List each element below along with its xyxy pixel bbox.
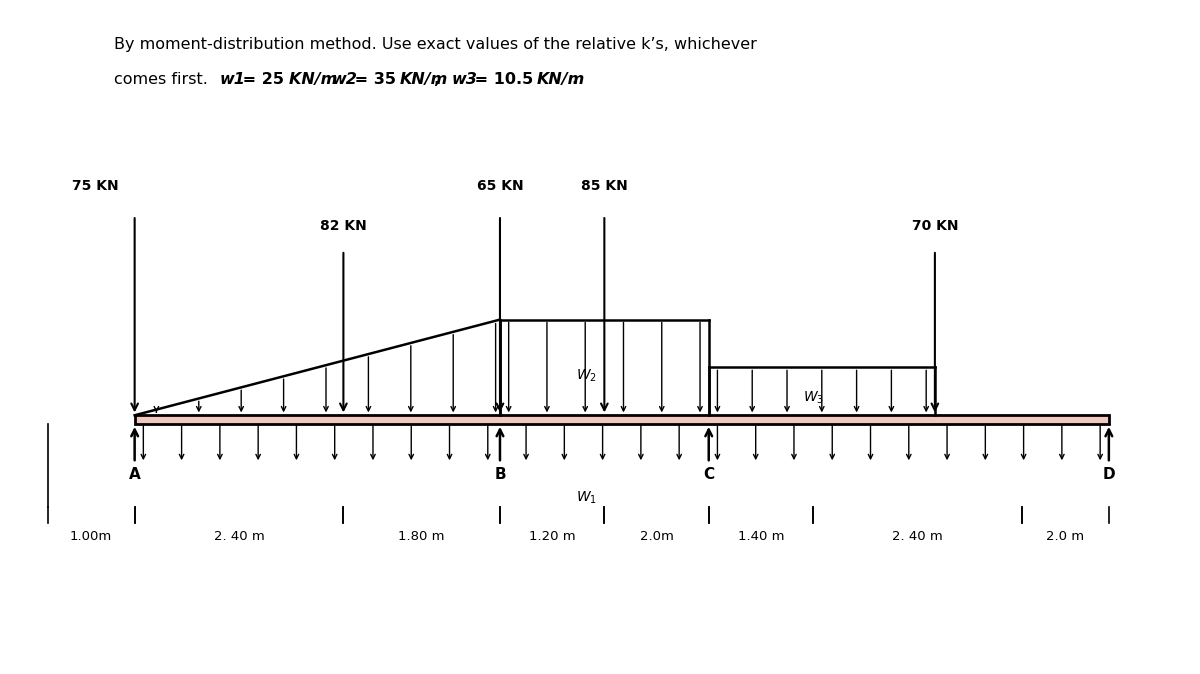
Text: 2.0m: 2.0m — [640, 530, 673, 543]
Text: $W_2$: $W_2$ — [576, 368, 598, 384]
Text: = 10.5: = 10.5 — [468, 72, 539, 87]
Text: comes first.: comes first. — [114, 72, 214, 87]
Text: w3: w3 — [451, 72, 478, 87]
Text: KN/m: KN/m — [400, 72, 449, 87]
Bar — [134, 415, 1109, 424]
Text: $W_3$: $W_3$ — [803, 390, 823, 406]
Text: 70 KN: 70 KN — [912, 218, 958, 233]
Text: KN/m: KN/m — [538, 72, 586, 87]
Text: By moment-distribution method. Use exact values of the relative k’s, whichever: By moment-distribution method. Use exact… — [114, 37, 757, 52]
Text: 1.40 m: 1.40 m — [738, 530, 784, 543]
Text: 2. 40 m: 2. 40 m — [892, 530, 943, 543]
Text: = 35: = 35 — [348, 72, 401, 87]
Text: C: C — [703, 468, 714, 483]
Text: = 25: = 25 — [238, 72, 290, 87]
Text: A: A — [128, 468, 140, 483]
Text: $W_1$: $W_1$ — [576, 489, 598, 506]
Text: 65 KN: 65 KN — [476, 179, 523, 193]
Text: 1.00m: 1.00m — [70, 530, 113, 543]
Text: KN/m: KN/m — [289, 72, 342, 87]
Text: 2.0 m: 2.0 m — [1046, 530, 1085, 543]
Text: w2: w2 — [331, 72, 358, 87]
Text: .: . — [571, 72, 577, 87]
Text: w1: w1 — [220, 72, 246, 87]
Text: B: B — [494, 468, 505, 483]
Text: 82 KN: 82 KN — [320, 218, 367, 233]
Text: 75 KN: 75 KN — [72, 179, 119, 193]
Text: 1.80 m: 1.80 m — [398, 530, 445, 543]
Text: 1.20 m: 1.20 m — [529, 530, 576, 543]
Text: 85 KN: 85 KN — [581, 179, 628, 193]
Text: ,: , — [434, 72, 446, 87]
Text: D: D — [1103, 468, 1115, 483]
Text: 2. 40 m: 2. 40 m — [214, 530, 264, 543]
